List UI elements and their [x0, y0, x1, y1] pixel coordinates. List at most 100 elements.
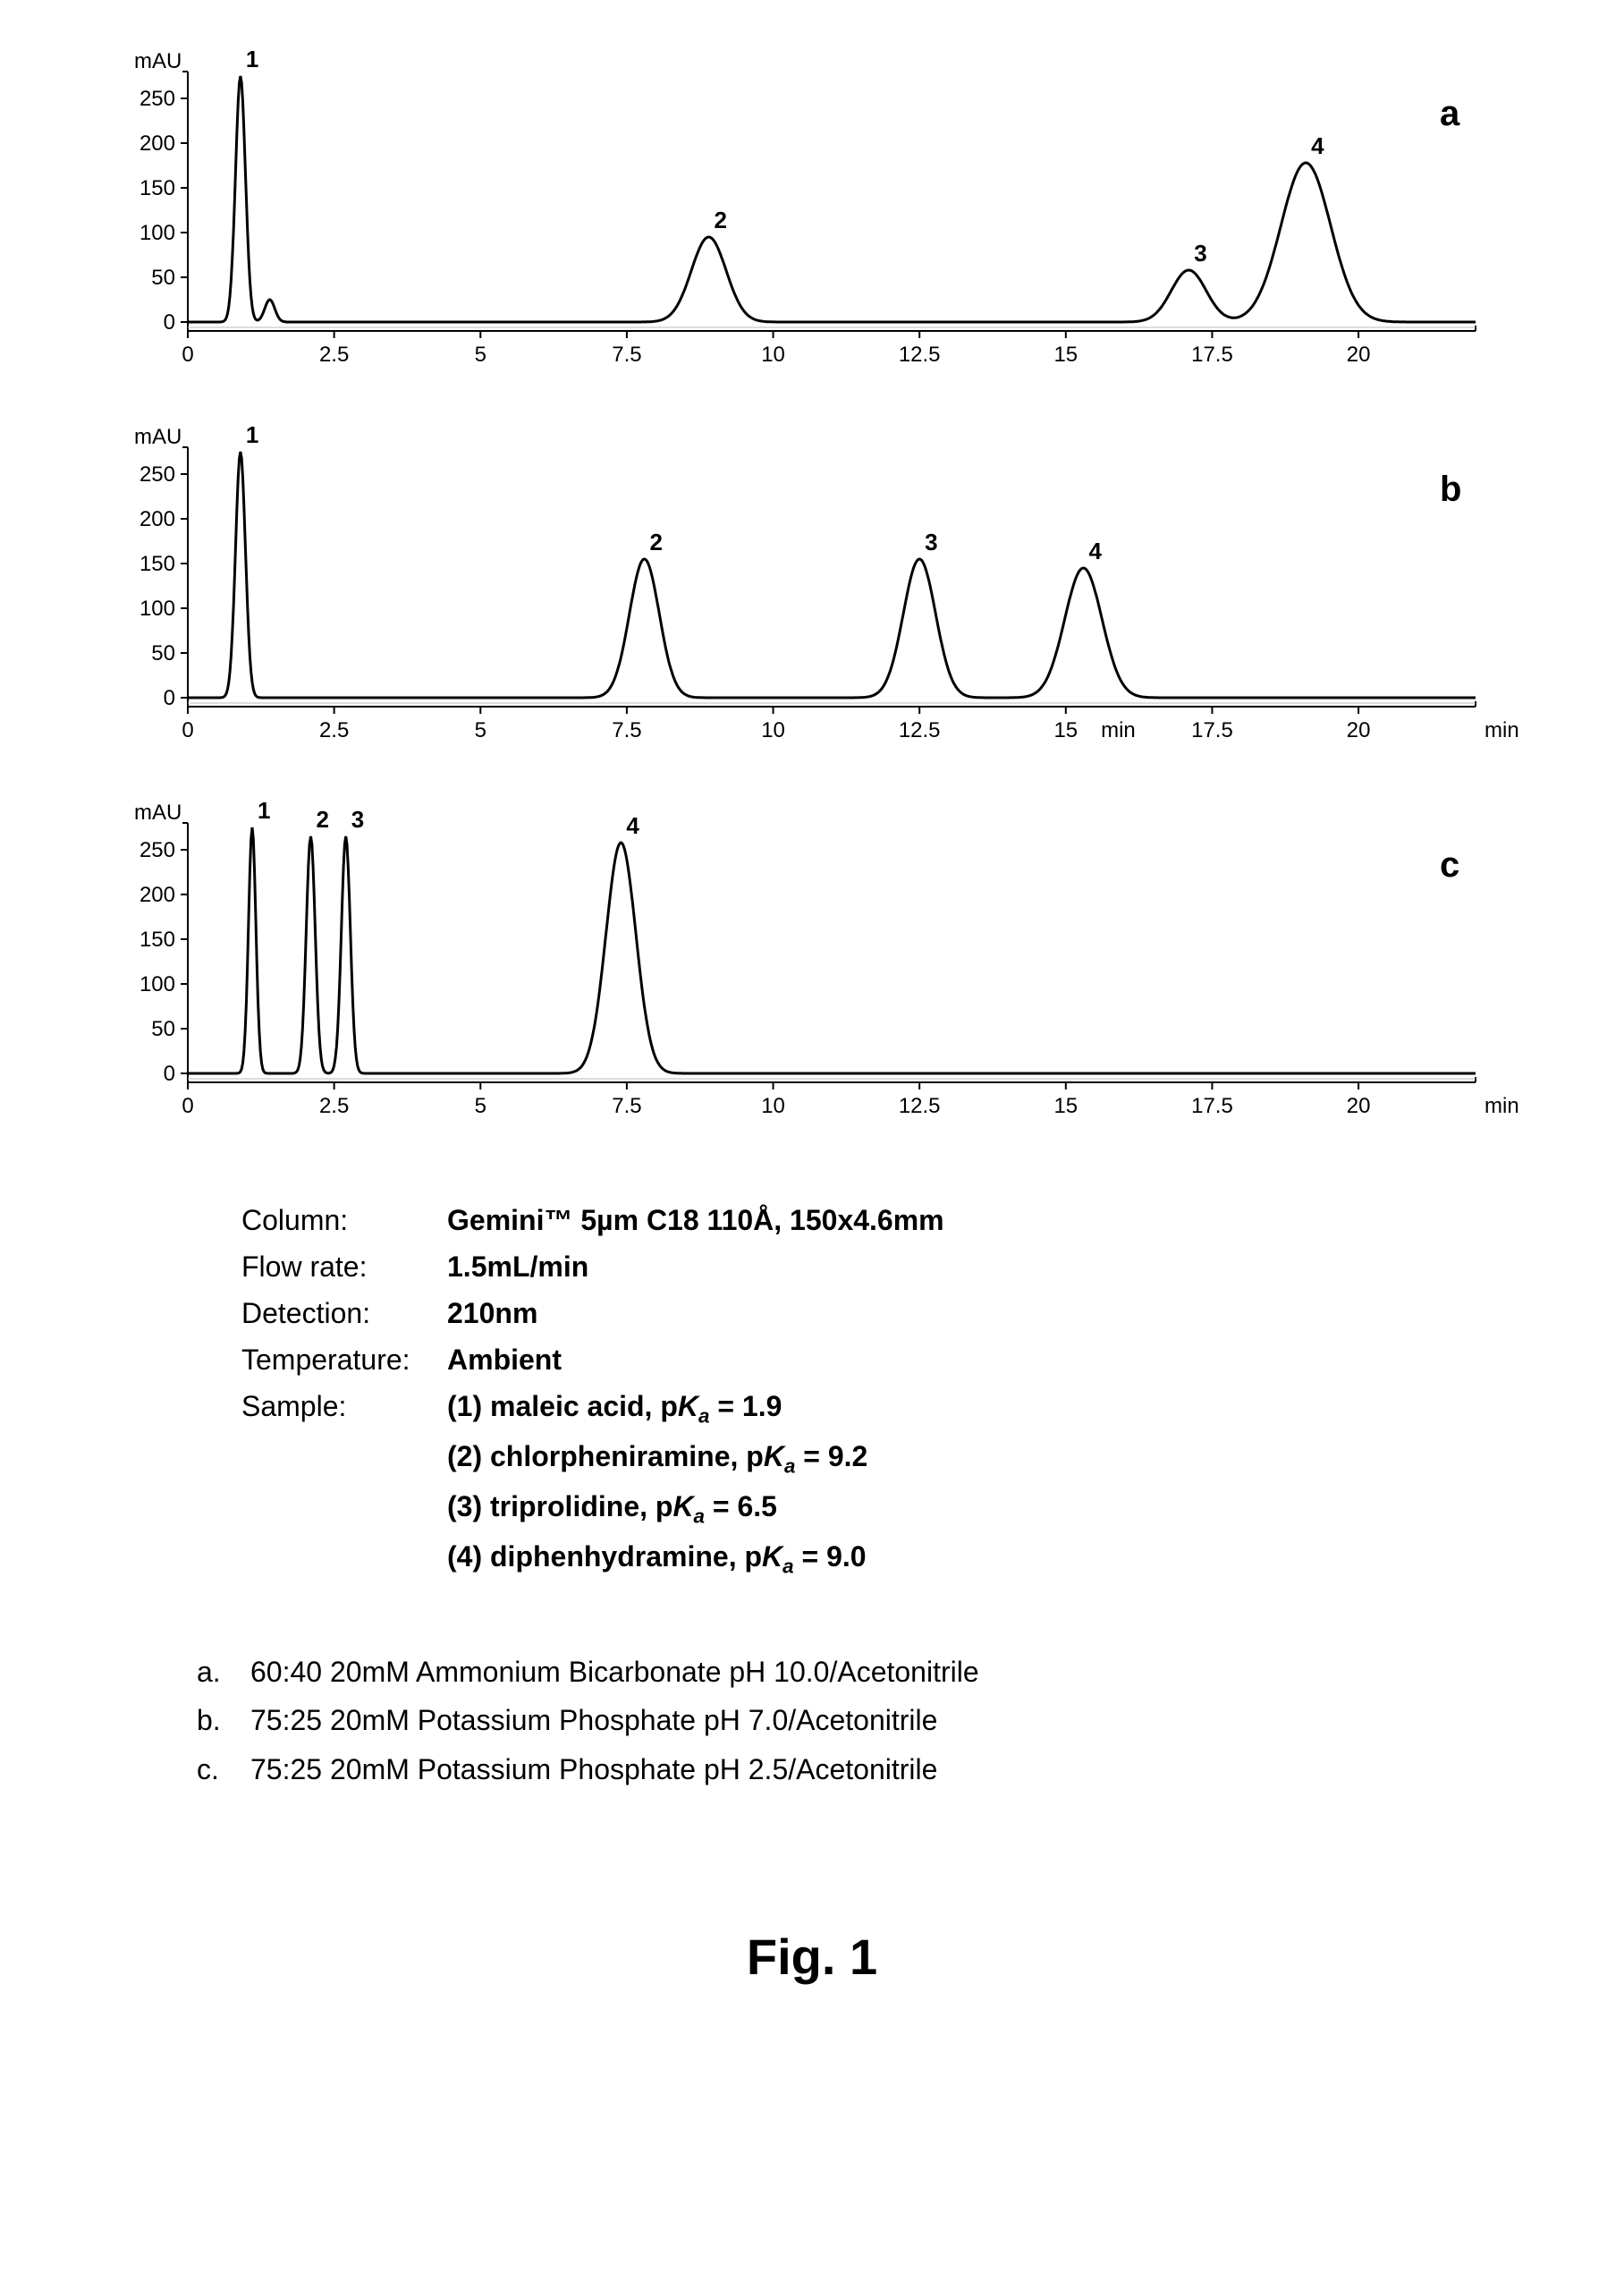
- sample-list: (1) maleic acid, pKa = 1.9(2) chlorpheni…: [447, 1385, 867, 1585]
- condition-row: a.60:40 20mM Ammonium Bicarbonate pH 10.…: [197, 1648, 1544, 1696]
- x-tick-label: 7.5: [612, 1094, 641, 1118]
- x-tick-label: 0: [182, 718, 193, 742]
- x-tick-label: 5: [475, 343, 486, 367]
- x-tick-label: 0: [182, 1094, 193, 1118]
- x-tick-label: 12.5: [899, 1094, 941, 1118]
- x-tick-label: 10: [761, 343, 785, 367]
- y-tick-label: 50: [151, 1017, 175, 1041]
- flow-key: Flow rate:: [241, 1245, 447, 1288]
- peak-label: 2: [650, 529, 663, 555]
- peak-label: 1: [258, 797, 270, 824]
- detection-key: Detection:: [241, 1292, 447, 1335]
- chromatogram-svg: 05010015020025002.557.51012.51517.520mAU…: [80, 45, 1529, 394]
- mobile-phase-conditions: a.60:40 20mM Ammonium Bicarbonate pH 10.…: [197, 1648, 1544, 1793]
- peak-label: 2: [316, 806, 328, 833]
- figure-caption: Fig. 1: [80, 1928, 1544, 1986]
- chromatogram-svg: 0 50 100 150 200 250 0 2.5 5 7.5 10 12.5 15 17.5 20 mAU…: [80, 796, 1529, 1145]
- y-tick-label: 100: [140, 972, 175, 996]
- y-tick-label: 0: [164, 310, 175, 335]
- x-tick-label: 10: [761, 718, 785, 742]
- y-axis-label: mAU: [134, 801, 182, 825]
- peak-label: 1: [246, 421, 258, 448]
- y-tick-label: 100: [140, 597, 175, 621]
- y-tick-label: 250: [140, 838, 175, 862]
- peak-label: 2: [715, 207, 727, 233]
- x-tick-label: 2.5: [319, 343, 349, 367]
- sample-key: Sample:: [241, 1385, 447, 1585]
- chromatogram-svg: 0 50 100 150 200 250 0 2.5 5 7.5 10 12.5 15 17.5 20 min…: [80, 420, 1529, 769]
- x-tick-label: 5: [475, 1094, 486, 1118]
- y-tick-label: 50: [151, 641, 175, 666]
- condition-text: 60:40 20mM Ammonium Bicarbonate pH 10.0/…: [250, 1648, 979, 1696]
- method-info: Column: Gemini™ 5µm C18 110Å, 150x4.6mm …: [241, 1199, 1544, 1585]
- x-tick-label: 15: [1053, 343, 1078, 367]
- y-tick-label: 0: [164, 686, 175, 710]
- sample-item: (4) diphenhydramine, pKa = 9.0: [447, 1535, 867, 1581]
- peak-label: 3: [925, 529, 937, 555]
- chromatogram-trace: [188, 452, 1476, 698]
- condition-letter: b.: [197, 1696, 250, 1744]
- detection-value: 210nm: [447, 1292, 537, 1335]
- x-tick-label: 17.5: [1191, 1094, 1233, 1118]
- panel-letter: a: [1440, 94, 1460, 133]
- x-tick-label: 2.5: [319, 718, 349, 742]
- condition-letter: a.: [197, 1648, 250, 1696]
- x-axis-unit: min: [1484, 718, 1519, 742]
- y-tick-label: 200: [140, 883, 175, 907]
- chromatogram-trace: [188, 76, 1476, 322]
- y-tick-label: 50: [151, 266, 175, 290]
- y-tick-label: 250: [140, 87, 175, 111]
- x-tick-label: 20: [1347, 343, 1371, 367]
- peak-label: 1: [246, 46, 258, 72]
- condition-letter: c.: [197, 1745, 250, 1793]
- flow-value: 1.5mL/min: [447, 1245, 588, 1288]
- y-tick-label: 0: [164, 1062, 175, 1086]
- y-tick-label: 150: [140, 928, 175, 952]
- x-tick-label: 20: [1347, 718, 1371, 742]
- peak-label: 3: [351, 806, 364, 833]
- sample-item: (1) maleic acid, pKa = 1.9: [447, 1385, 867, 1431]
- condition-row: b.75:25 20mM Potassium Phosphate pH 7.0/…: [197, 1696, 1544, 1744]
- x-tick-label: 17.5: [1191, 343, 1233, 367]
- y-axis-label: mAU: [134, 425, 182, 449]
- condition-text: 75:25 20mM Potassium Phosphate pH 7.0/Ac…: [250, 1696, 937, 1744]
- x-tick-label: 10: [761, 1094, 785, 1118]
- sample-item: (2) chlorpheniramine, pKa = 9.2: [447, 1435, 867, 1481]
- x-tick-label: 15: [1053, 1094, 1078, 1118]
- x-tick-label: 5: [475, 718, 486, 742]
- x-tick-label: 12.5: [899, 718, 941, 742]
- y-tick-label: 250: [140, 462, 175, 487]
- chromatogram-panels: 05010015020025002.557.51012.51517.520mAU…: [80, 45, 1544, 1145]
- peak-label: 4: [1088, 538, 1102, 564]
- x-axis-unit: min: [1484, 1094, 1519, 1118]
- column-value: Gemini™ 5µm C18 110Å, 150x4.6mm: [447, 1199, 944, 1242]
- x-tick-label: 7.5: [612, 343, 641, 367]
- temperature-key: Temperature:: [241, 1338, 447, 1381]
- panel-letter: c: [1440, 845, 1459, 885]
- x-tick-label: 20: [1347, 1094, 1371, 1118]
- y-tick-label: 100: [140, 221, 175, 245]
- condition-text: 75:25 20mM Potassium Phosphate pH 2.5/Ac…: [250, 1745, 937, 1793]
- x-tick-label: 17.5: [1191, 718, 1233, 742]
- y-tick-label: 150: [140, 176, 175, 200]
- panel-letter: b: [1440, 470, 1461, 509]
- x-tick-label: 12.5: [899, 343, 941, 367]
- y-axis-label: mAU: [134, 49, 182, 73]
- condition-row: c.75:25 20mM Potassium Phosphate pH 2.5/…: [197, 1745, 1544, 1793]
- x-tick-label: 15: [1053, 718, 1078, 742]
- peak-label: 4: [626, 812, 639, 839]
- x-tick-label: 7.5: [612, 718, 641, 742]
- temperature-value: Ambient: [447, 1338, 562, 1381]
- chromatogram-panel: 05010015020025002.557.51012.51517.520mAU…: [80, 45, 1544, 394]
- x-tick-label: 0: [182, 343, 193, 367]
- chromatogram-panel: 0 50 100 150 200 250 0 2.5 5 7.5 10 12.5 15 17.5 20 min…: [80, 420, 1544, 769]
- sample-item: (3) triprolidine, pKa = 6.5: [447, 1485, 867, 1531]
- peak-label: 3: [1194, 240, 1206, 267]
- y-tick-label: 200: [140, 507, 175, 531]
- x-unit-inline: min: [1101, 718, 1136, 742]
- y-tick-label: 150: [140, 552, 175, 576]
- chromatogram-panel: 0 50 100 150 200 250 0 2.5 5 7.5 10 12.5 15 17.5 20 mAU…: [80, 796, 1544, 1145]
- column-key: Column:: [241, 1199, 447, 1242]
- x-tick-label: 2.5: [319, 1094, 349, 1118]
- peak-label: 4: [1311, 132, 1324, 159]
